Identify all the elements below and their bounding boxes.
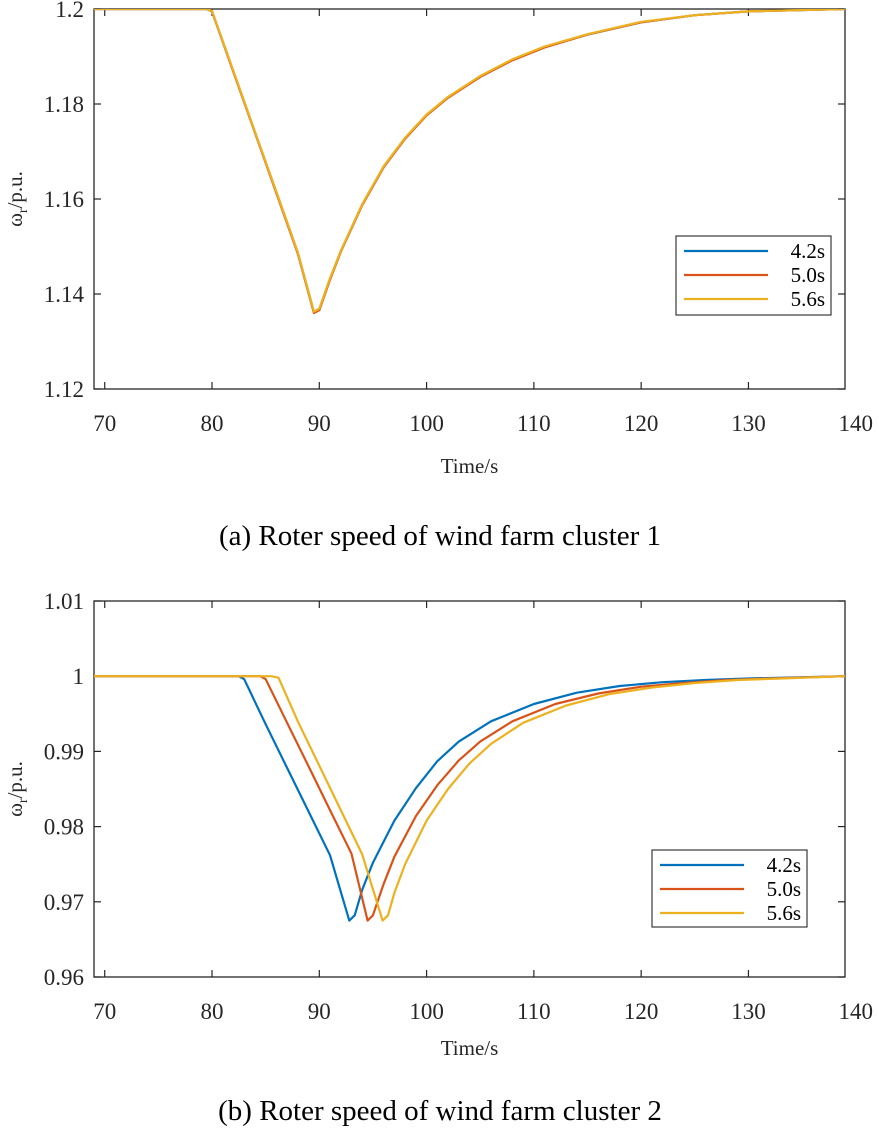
legend: 4.2s5.0s5.6s: [675, 235, 832, 316]
series-line-4-2s: [94, 675, 845, 922]
y-tick-label: 0.97: [44, 890, 84, 915]
legend-label: 4.2s: [791, 239, 825, 263]
series-line-5-6s: [94, 675, 845, 922]
series-group: [94, 675, 845, 922]
chart-a: 70 80 90 100 110 120 130 140 1.12 1.14 1.16 1.18 1.2…: [3, 0, 873, 552]
x-tick-label: 140: [838, 999, 873, 1024]
y-tick-label: 0.98: [44, 815, 84, 840]
x-tick-label: 100: [409, 999, 444, 1024]
chart-caption: (a) Roter speed of wind farm cluster 1: [219, 520, 661, 552]
y-tick-label: 0.96: [44, 965, 84, 990]
chart-caption: (b) Roter speed of wind farm cluster 2: [218, 1095, 662, 1127]
x-tick-label: 70: [93, 411, 116, 436]
y-axis-label: ωr/p.u.: [3, 171, 31, 227]
legend: 4.2s5.0s5.6s: [651, 849, 808, 928]
x-tick-label: 70: [93, 999, 116, 1024]
legend-label: 5.0s: [791, 263, 825, 287]
legend-label: 5.6s: [767, 901, 801, 925]
x-tick-label: 140: [838, 411, 873, 436]
plot-area: [93, 8, 846, 390]
chart-b: 70 80 90 100 110 120 130 140 0.96 0.97 0.98 0.99 1 1.…: [3, 589, 873, 1127]
series-group: [94, 9, 845, 315]
y-tick-label: 0.99: [44, 739, 84, 764]
x-tick-label: 90: [308, 411, 331, 436]
x-tick-label: 90: [308, 999, 331, 1024]
x-axis-label: Time/s: [441, 454, 499, 478]
x-tick-label: 120: [624, 999, 659, 1024]
x-tick-label: 130: [731, 999, 766, 1024]
series-line-5-0s: [94, 675, 845, 922]
x-tick-label: 130: [731, 411, 766, 436]
legend-label: 5.6s: [791, 287, 825, 311]
x-tick-label: 80: [201, 411, 224, 436]
x-axis-label: Time/s: [441, 1036, 499, 1060]
x-tick-label: 110: [517, 411, 551, 436]
x-tick-label: 110: [517, 999, 551, 1024]
y-tick-label: 1: [73, 664, 85, 689]
y-tick-label: 1.18: [44, 92, 84, 117]
x-tick-label: 100: [409, 411, 444, 436]
legend-label: 5.0s: [767, 877, 801, 901]
y-tick-label: 1.12: [44, 377, 84, 402]
y-tick-label: 1.2: [55, 0, 84, 22]
legend-label: 4.2s: [767, 853, 801, 877]
y-tick-label: 1.14: [44, 282, 85, 307]
x-tick-label: 80: [201, 999, 224, 1024]
y-tick-label: 1.16: [44, 187, 84, 212]
y-axis-label: ωr/p.u.: [3, 761, 31, 817]
x-tick-label: 120: [624, 411, 659, 436]
series-line-5-6s: [94, 9, 845, 313]
y-tick-label: 1.01: [44, 589, 84, 614]
